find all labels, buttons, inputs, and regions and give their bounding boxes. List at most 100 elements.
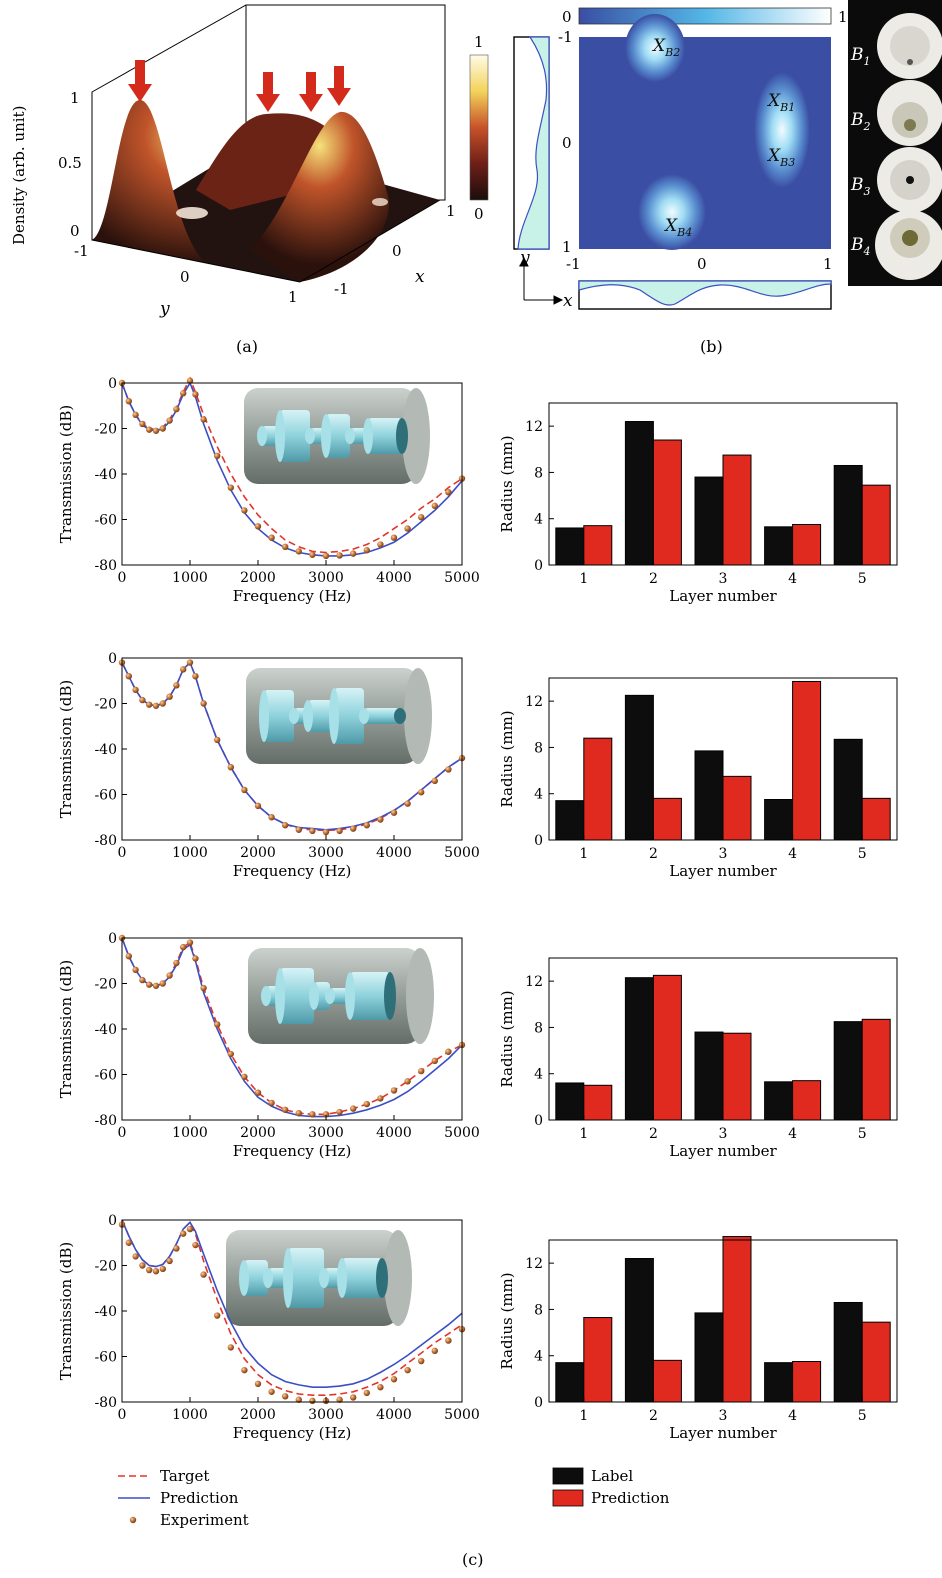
y-axis-label: Transmission (dB) [57, 960, 75, 1098]
label-bar [694, 1031, 724, 1121]
legend-label: Experiment [160, 1511, 249, 1529]
x-tick-label: 3 [719, 846, 728, 862]
experiment-point [192, 1241, 199, 1249]
x-tick-label: 0 [118, 1407, 127, 1423]
y-tick-label: -60 [94, 788, 117, 804]
experiment-point [125, 673, 132, 680]
experiment-point [173, 1245, 180, 1252]
x-tick-label: 0 [118, 845, 127, 861]
experiment-point [363, 1100, 370, 1108]
y-tick-label: 0 [534, 558, 543, 574]
y-tick-label: -80 [94, 558, 117, 574]
legend-swatch-label [552, 1467, 584, 1485]
experiment-point [152, 982, 160, 989]
experiment-point [363, 547, 370, 554]
x-tick-label: 4000 [376, 1125, 412, 1141]
experiment-point [377, 1095, 384, 1102]
experiment-point [336, 1396, 343, 1403]
label-bar [624, 977, 654, 1121]
experiment-point [418, 514, 425, 521]
panel-b-cbar-tick: 1 [838, 8, 848, 26]
x-axis-label: Layer number [669, 862, 777, 880]
experiment-point [192, 391, 199, 398]
inset-cylinder-end [384, 1230, 412, 1326]
inset-resonator-face [305, 428, 315, 444]
x-tick-label: 1000 [172, 845, 208, 861]
y-tick-label: -40 [94, 742, 117, 758]
x-tick-label: 1 [579, 1126, 588, 1142]
inset-resonator-face [289, 708, 299, 724]
experiment-point [404, 1078, 411, 1085]
label-bar [694, 476, 724, 566]
experiment-point [152, 427, 160, 434]
inset-resonator [334, 688, 364, 744]
inset-resonator [280, 968, 314, 1024]
y-tick-label: 0 [108, 931, 117, 947]
prediction-bar [652, 1359, 682, 1403]
experiment-point [445, 766, 452, 773]
y-tick-label: -80 [94, 1113, 117, 1129]
prediction-bar [722, 1236, 752, 1403]
y-axis-label: Radius (mm) [498, 1272, 516, 1369]
experiment-point [241, 786, 248, 794]
experiment-point [180, 943, 187, 951]
inset-resonator [326, 414, 350, 458]
label-bar [764, 799, 794, 841]
panel-b-blob-label: XB2 [651, 36, 680, 59]
experiment-point [363, 822, 370, 829]
inset-resonator [280, 410, 310, 462]
inset-resonator-opening [384, 972, 396, 1020]
experiment-point [390, 1087, 398, 1094]
x-tick-label: 2 [649, 846, 658, 862]
panel-label-a: (a) [236, 337, 258, 356]
experiment-point [282, 822, 289, 829]
experiment-point [350, 550, 357, 557]
experiment-point [295, 826, 302, 833]
x-axis-label: Frequency (Hz) [233, 587, 352, 605]
experiment-point [390, 809, 398, 816]
inset-resonator-face [321, 414, 331, 458]
experiment-point [445, 489, 452, 496]
panel-b-blob-label: XB1 [766, 91, 795, 114]
experiment-point [309, 551, 316, 558]
panel-b-ylabel: y [519, 248, 530, 268]
inset-resonator [268, 1268, 288, 1288]
experiment-point [418, 1357, 425, 1365]
line-chart: 0 1000 2000 3000 4000 5000 0 -20 -40 -60 -80 Freque… [57, 1213, 480, 1442]
inset-resonator-face [239, 1260, 249, 1296]
x-tick-label: 2000 [240, 1407, 276, 1423]
x-tick-label: 3000 [308, 1407, 344, 1423]
experiment-point [254, 523, 262, 530]
prediction-bar [792, 680, 822, 841]
panel-a-ytick: 1 [288, 288, 298, 306]
experiment-point [322, 828, 330, 836]
y-axis-label: Radius (mm) [498, 710, 516, 807]
x-axis-label: Frequency (Hz) [233, 1424, 352, 1442]
experiment-point [152, 1267, 160, 1275]
experiment-point [254, 1089, 262, 1096]
experiment-point [146, 1266, 153, 1274]
y-tick-label: -60 [94, 1068, 117, 1084]
experiment-point [214, 1021, 221, 1028]
inset-resonator-face [283, 1248, 293, 1308]
experiment-point [166, 693, 173, 700]
experiment-point [146, 701, 153, 708]
x-tick-label: 1000 [172, 570, 208, 586]
panel-b-photo-label: B3 [850, 175, 871, 198]
y-tick-label: 12 [525, 694, 543, 710]
experiment-point [295, 1396, 302, 1403]
experiment-point [200, 984, 207, 992]
legend-label: Prediction [160, 1489, 239, 1507]
experiment-point [336, 1108, 343, 1116]
experiment-point [377, 1384, 384, 1391]
y-tick-label: 4 [534, 787, 543, 803]
x-axis-label: Frequency (Hz) [233, 862, 352, 880]
panel-b-blob-label: XB4 [663, 216, 692, 239]
inset-resonator-opening [376, 1258, 388, 1298]
x-axis-label: Frequency (Hz) [233, 1142, 352, 1160]
x-tick-label: 2000 [240, 570, 276, 586]
experiment-point [166, 1257, 173, 1265]
experiment-point [363, 1389, 370, 1397]
experiment-point [146, 426, 153, 433]
